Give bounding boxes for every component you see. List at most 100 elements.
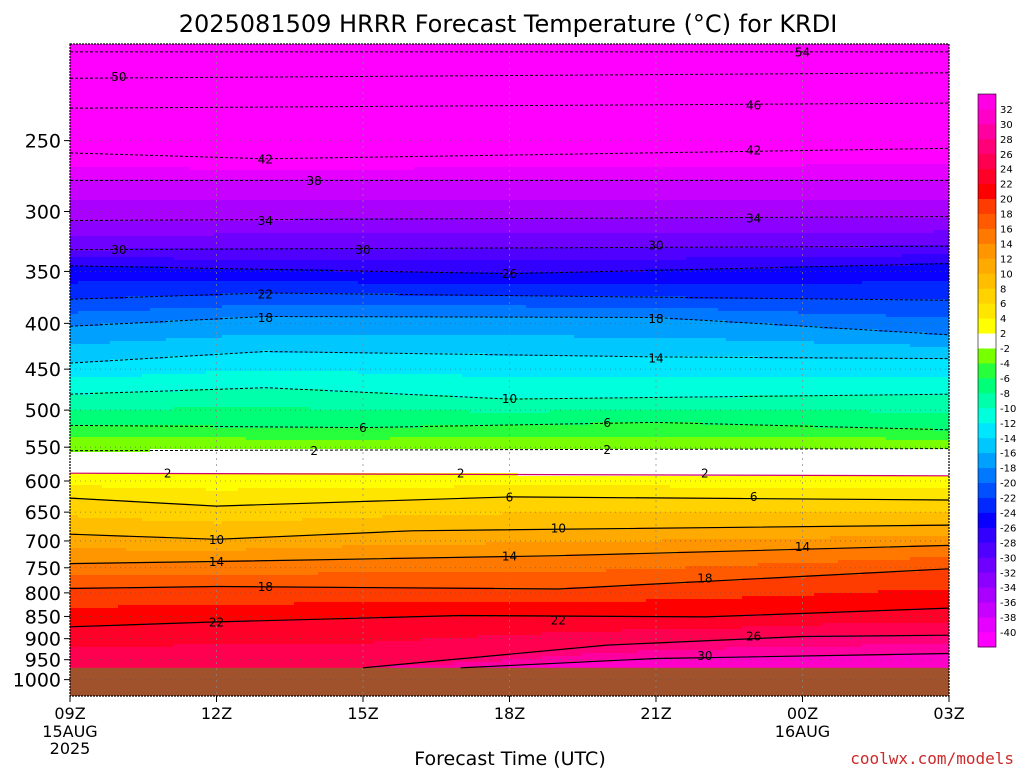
temperature-band-cell [454, 248, 463, 261]
temperature-band-cell [214, 524, 223, 540]
temperature-band-cell [886, 218, 895, 234]
temperature-band-cell [302, 389, 311, 408]
temperature-band-cell [590, 410, 599, 423]
temperature-band-cell [934, 377, 943, 396]
temperature-band-cell [822, 164, 831, 180]
temperature-band-cell [398, 410, 407, 429]
temperature-band-cell [318, 293, 327, 306]
temperature-band-cell [502, 656, 511, 660]
temperature-band-cell [710, 527, 719, 540]
temperature-band-cell [822, 233, 831, 249]
temperature-band-cell [526, 284, 535, 297]
temperature-band-cell [446, 374, 455, 396]
temperature-band-cell [558, 602, 567, 618]
temperature-band-cell [286, 536, 295, 549]
temperature-band-cell [846, 611, 855, 624]
temperature-band-cell [406, 587, 415, 603]
temperature-band-cell [862, 410, 871, 429]
temperature-band-cell [102, 500, 111, 519]
colorbar-label: -26 [1000, 523, 1016, 534]
temperature-band-cell [614, 476, 623, 486]
temperature-band-cell [630, 218, 639, 234]
temperature-band-cell [734, 248, 743, 258]
temperature-band-cell [86, 362, 95, 378]
temperature-band-cell [918, 644, 927, 654]
temperature-band-cell [222, 623, 231, 645]
temperature-band-cell [894, 449, 903, 477]
temperature-band-cell [670, 296, 679, 309]
temperature-band-cell [542, 308, 551, 318]
temperature-band-cell [758, 512, 767, 528]
temperature-band-cell [862, 248, 871, 258]
temperature-band-cell [790, 512, 799, 528]
temperature-band-cell [598, 356, 607, 378]
temperature-band-cell [142, 521, 151, 537]
temperature-band-cell [502, 317, 511, 336]
temperature-band-cell [406, 296, 415, 306]
temperature-band-cell [558, 356, 567, 378]
temperature-band-cell [630, 248, 639, 261]
temperature-band-cell [606, 296, 615, 309]
temperature-band-cell [486, 449, 495, 474]
temperature-band-cell [822, 512, 831, 528]
temperature-band-cell [510, 317, 519, 336]
temperature-band-cell [886, 476, 895, 489]
temperature-band-cell [350, 353, 359, 372]
temperature-band-cell [622, 422, 631, 438]
temperature-band-cell [270, 605, 279, 621]
temperature-band-cell [182, 269, 191, 282]
colorbar-swatch [978, 467, 996, 483]
temperature-band-cell [598, 233, 607, 249]
temperature-band-cell [758, 488, 767, 501]
temperature-band-cell [78, 344, 87, 363]
pressure-tick-label: 800 [25, 583, 61, 605]
temperature-band-cell [398, 248, 407, 261]
temperature-band-cell [622, 218, 631, 234]
temperature-band-cell [414, 179, 423, 201]
temperature-band-cell [558, 179, 567, 201]
colorbar-swatch [978, 318, 996, 334]
temperature-band-cell [934, 218, 943, 231]
temperature-band-cell [542, 218, 551, 234]
temperature-band-cell [750, 200, 759, 219]
temperature-band-cell [462, 662, 471, 669]
temperature-band-cell [518, 413, 527, 426]
temperature-band-cell [686, 248, 695, 258]
temperature-band-cell [70, 533, 79, 549]
temperature-band-cell [870, 164, 879, 180]
temperature-band-cell [198, 281, 207, 297]
temperature-band-cell [742, 356, 751, 378]
temperature-band-cell [758, 578, 767, 597]
temperature-band-cell [910, 644, 919, 654]
temperature-band-cell [854, 179, 863, 201]
isotherm-label: 18 [258, 311, 273, 325]
temperature-band-cell [910, 233, 919, 246]
temperature-band-cell [102, 488, 111, 501]
temperature-band-cell [774, 512, 783, 528]
temperature-band-cell [126, 266, 135, 282]
temperature-band-cell [438, 545, 447, 558]
temperature-band-cell [326, 269, 335, 282]
temperature-band-cell [342, 281, 351, 294]
temperature-band-cell [814, 476, 823, 489]
temperature-band-cell [310, 269, 319, 282]
temperature-band-cell [726, 284, 735, 300]
temperature-band-cell [814, 299, 823, 315]
temperature-band-cell [342, 428, 351, 441]
temperature-band-cell [518, 296, 527, 306]
temperature-band-cell [446, 233, 455, 249]
temperature-band-cell [750, 218, 759, 234]
temperature-band-cell [846, 164, 855, 180]
temperature-band-cell [710, 629, 719, 642]
temperature-band-cell [534, 167, 543, 180]
temperature-band-cell [702, 659, 711, 672]
temperature-band-cell [590, 512, 599, 531]
temperature-band-cell [182, 644, 191, 669]
temperature-band-cell [830, 647, 839, 657]
temperature-band-cell [902, 527, 911, 537]
temperature-band-cell [398, 617, 407, 642]
temperature-band-cell [542, 425, 551, 438]
temperature-band-cell [238, 473, 247, 489]
temperature-band-cell [534, 284, 543, 297]
temperature-band-cell [294, 488, 303, 504]
